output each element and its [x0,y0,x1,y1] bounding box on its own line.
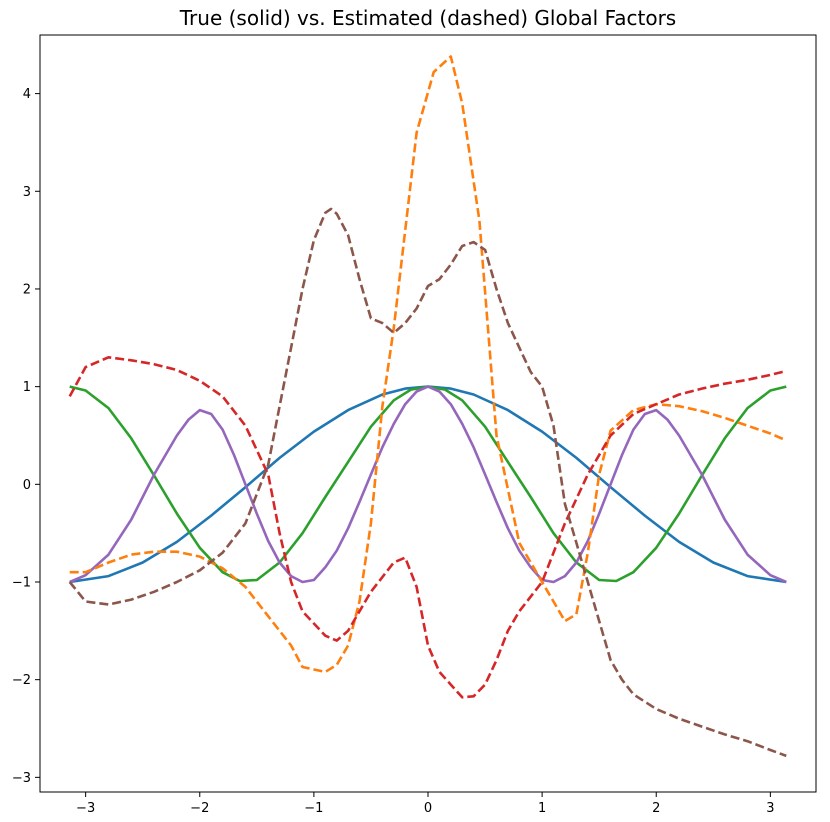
x-axis: −3 −2 −1 0 1 2 3 [76,792,774,816]
y-tick-label: 0 [23,478,31,493]
x-tick-label: −3 [76,801,95,816]
x-tick-label: 3 [766,801,774,816]
series-line-3-dashed [69,55,787,674]
x-tick-label: −2 [190,801,209,816]
y-tick-label: 1 [23,380,31,395]
series-line-4-dashed [68,356,787,699]
y-tick-label: 3 [23,185,31,200]
series-layer [68,55,787,758]
y-axis: −3 −2 −1 0 1 2 3 4 [12,87,40,786]
x-tick-label: 2 [652,801,660,816]
chart-title: True (solid) vs. Estimated (dashed) Glob… [179,6,676,30]
y-tick-label: 4 [23,87,31,102]
y-tick-label: −1 [12,575,31,590]
series-line-2-solid [69,385,787,584]
x-tick-label: −1 [304,801,323,816]
axes-frame [39,34,817,793]
x-tick-label: 0 [424,801,432,816]
plot-area [39,34,817,793]
y-tick-label: 2 [23,282,31,297]
y-tick-label: −3 [12,771,31,786]
series-line-5-dashed [68,207,787,758]
y-tick-label: −2 [12,673,31,688]
x-tick-label: 1 [538,801,546,816]
